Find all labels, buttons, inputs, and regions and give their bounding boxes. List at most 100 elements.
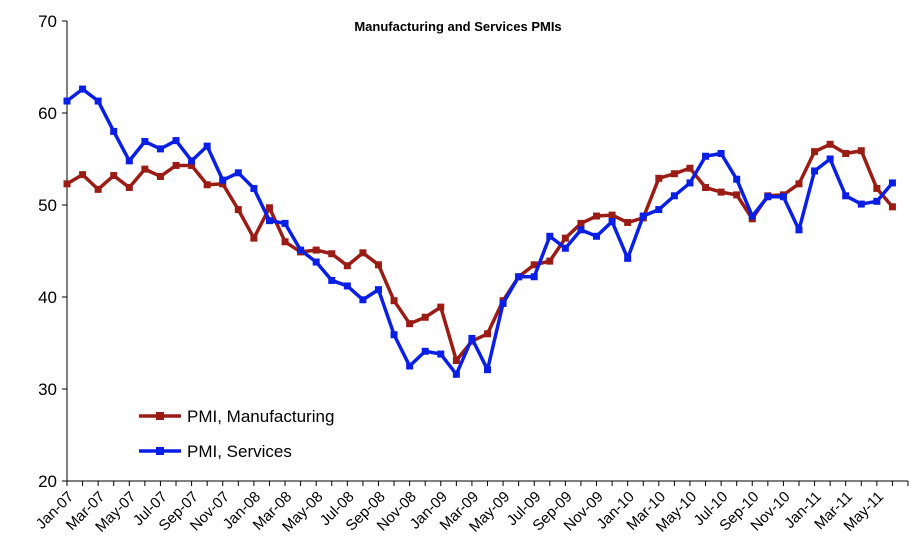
- data-point: [561, 244, 569, 252]
- data-point: [873, 197, 881, 205]
- data-point: [219, 176, 227, 184]
- data-point: [437, 350, 445, 358]
- legend-item-services: PMI, Services: [139, 442, 292, 461]
- data-point: [717, 188, 725, 196]
- data-point: [374, 286, 382, 294]
- data-point: [63, 180, 71, 188]
- data-point: [857, 200, 865, 208]
- data-point: [281, 238, 289, 246]
- legend-label-services: PMI, Services: [187, 442, 292, 461]
- data-point: [343, 262, 351, 270]
- data-point: [670, 170, 678, 178]
- data-point: [79, 171, 87, 179]
- data-point: [110, 127, 118, 135]
- data-point: [639, 212, 647, 220]
- data-point: [234, 206, 242, 214]
- data-point: [125, 157, 133, 165]
- data-point: [141, 165, 149, 173]
- data-point: [141, 138, 149, 146]
- data-point: [265, 204, 273, 212]
- data-point: [842, 149, 850, 157]
- data-point: [421, 347, 429, 355]
- data-point: [234, 169, 242, 177]
- data-point: [203, 181, 211, 189]
- data-point: [795, 226, 803, 234]
- y-tick-label: 40: [38, 288, 57, 307]
- data-point: [172, 161, 180, 169]
- data-point: [156, 172, 164, 180]
- series-lines: [63, 85, 896, 378]
- data-point: [888, 179, 896, 187]
- data-point: [437, 303, 445, 311]
- data-point: [452, 356, 460, 364]
- data-point: [702, 152, 710, 160]
- data-point: [593, 232, 601, 240]
- data-point: [63, 97, 71, 105]
- data-point: [733, 191, 741, 199]
- data-point: [577, 226, 585, 234]
- data-point: [312, 258, 320, 266]
- data-point: [374, 261, 382, 269]
- data-point: [156, 145, 164, 153]
- data-point: [328, 250, 336, 258]
- data-point: [484, 330, 491, 338]
- data-point: [577, 219, 585, 227]
- series-line: [65, 87, 894, 377]
- legend-item-manufacturing: PMI, Manufacturing: [139, 407, 334, 426]
- data-point: [328, 276, 336, 284]
- data-point: [499, 299, 507, 307]
- data-point: [94, 97, 102, 105]
- series-line: [66, 142, 894, 363]
- y-tick-label: 30: [38, 380, 57, 399]
- data-point: [842, 192, 850, 200]
- data-point: [484, 366, 491, 374]
- data-point: [530, 261, 538, 269]
- data-point: [593, 212, 601, 220]
- data-point: [452, 370, 460, 378]
- data-point: [468, 334, 476, 342]
- data-point: [655, 206, 663, 214]
- data-point: [748, 212, 756, 220]
- data-point: [670, 192, 678, 200]
- data-point: [811, 148, 819, 156]
- data-point: [297, 246, 305, 254]
- legend-label-manufacturing: PMI, Manufacturing: [187, 407, 334, 426]
- data-point: [795, 180, 803, 188]
- data-point: [406, 362, 414, 370]
- data-point: [764, 193, 772, 201]
- series-services: [63, 85, 896, 378]
- data-point: [79, 85, 87, 93]
- data-point: [515, 273, 523, 281]
- y-tick-label: 70: [38, 12, 57, 31]
- data-point: [390, 331, 398, 339]
- data-point: [343, 282, 351, 290]
- data-point: [281, 219, 289, 227]
- y-tick-label: 50: [38, 196, 57, 215]
- data-point: [826, 140, 834, 148]
- data-point: [608, 218, 616, 226]
- chart-axes: 203040506070Jan-07Mar-07May-07Jul-07Sep-…: [33, 12, 909, 536]
- data-point: [172, 137, 180, 145]
- data-point: [312, 246, 320, 254]
- data-point: [779, 193, 787, 201]
- data-point: [561, 234, 569, 242]
- data-point: [811, 167, 819, 175]
- y-tick-label: 20: [38, 472, 57, 491]
- data-point: [624, 254, 632, 262]
- series-manufacturing: [63, 140, 896, 364]
- legend-marker-services: [156, 447, 164, 455]
- data-point: [250, 184, 258, 192]
- data-point: [624, 218, 632, 226]
- data-point: [219, 180, 227, 188]
- data-point: [546, 257, 554, 265]
- data-point: [390, 297, 398, 305]
- chart-legend: PMI, Manufacturing PMI, Services: [139, 407, 334, 461]
- data-point: [686, 179, 694, 187]
- data-point: [717, 149, 725, 157]
- data-point: [857, 147, 865, 155]
- data-point: [125, 184, 133, 192]
- data-point: [608, 211, 616, 219]
- data-point: [421, 313, 429, 321]
- data-point: [265, 217, 273, 225]
